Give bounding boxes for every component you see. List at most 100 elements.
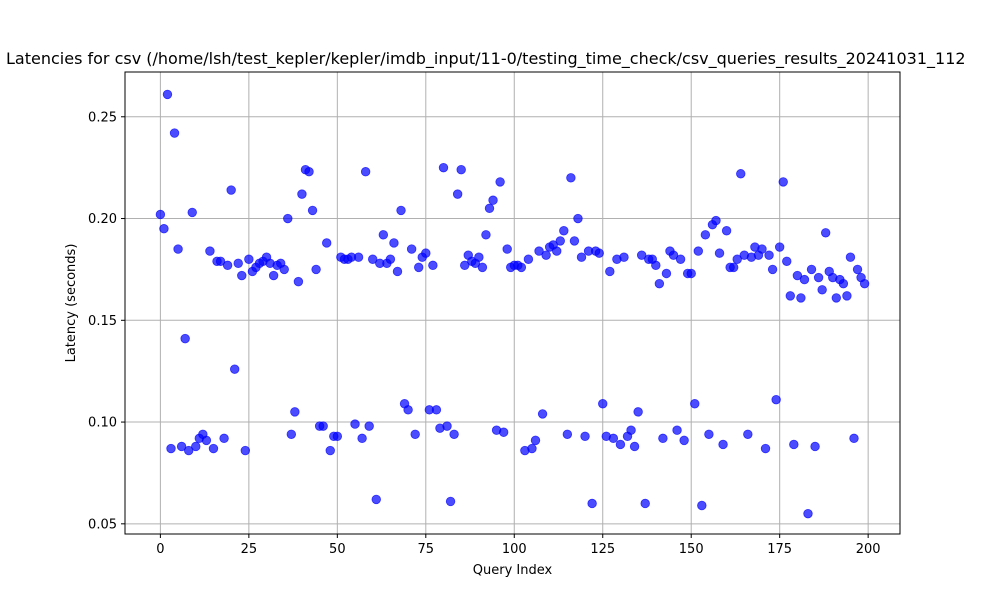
data-point bbox=[442, 421, 452, 431]
data-point bbox=[686, 268, 696, 279]
data-point bbox=[201, 435, 212, 446]
y-tick-label: 0.15 bbox=[88, 314, 117, 329]
data-point bbox=[297, 189, 307, 199]
data-point bbox=[806, 264, 817, 275]
data-point bbox=[481, 230, 491, 240]
data-point bbox=[760, 443, 771, 454]
data-point bbox=[325, 445, 335, 456]
data-point bbox=[428, 260, 438, 271]
data-point bbox=[704, 429, 714, 439]
data-point bbox=[268, 270, 279, 281]
data-point bbox=[322, 238, 332, 248]
data-point bbox=[785, 291, 795, 301]
data-point bbox=[728, 262, 739, 273]
axis-ticks: 0 25 50 75 100 125 150 175 200 0.05 0.10 0.15 0.20 0.… bbox=[88, 110, 881, 557]
data-point bbox=[360, 167, 371, 177]
data-point bbox=[502, 244, 512, 254]
data-point bbox=[757, 244, 767, 254]
data-point bbox=[230, 364, 240, 374]
y-axis-label: Latency (seconds) bbox=[64, 244, 79, 363]
data-point bbox=[460, 260, 470, 271]
data-point bbox=[675, 254, 686, 264]
x-tick-label: 125 bbox=[590, 542, 615, 557]
data-point bbox=[378, 230, 389, 240]
y-tick-label: 0.20 bbox=[88, 212, 117, 227]
data-point bbox=[838, 278, 849, 289]
data-point bbox=[690, 399, 700, 409]
x-axis-label: Query Index bbox=[473, 563, 553, 578]
data-point bbox=[240, 445, 251, 456]
data-point bbox=[619, 252, 629, 262]
data-point bbox=[290, 407, 300, 417]
data-point bbox=[576, 252, 587, 262]
data-point bbox=[629, 441, 640, 452]
data-point bbox=[598, 399, 608, 409]
data-point bbox=[789, 439, 799, 450]
data-point bbox=[668, 250, 679, 260]
data-point bbox=[166, 443, 176, 454]
data-point bbox=[615, 439, 626, 450]
x-tick-label: 75 bbox=[418, 542, 435, 557]
data-point bbox=[516, 262, 527, 273]
data-point bbox=[244, 254, 254, 264]
data-point bbox=[721, 226, 732, 236]
data-point bbox=[672, 425, 682, 435]
data-point bbox=[438, 162, 449, 173]
data-point bbox=[371, 494, 381, 505]
data-point bbox=[208, 443, 219, 454]
data-point bbox=[353, 252, 364, 262]
data-point bbox=[537, 409, 548, 419]
data-point bbox=[279, 264, 289, 275]
data-point bbox=[534, 246, 544, 256]
data-point bbox=[711, 215, 721, 226]
x-tick-label: 150 bbox=[679, 542, 704, 557]
data-point bbox=[173, 244, 183, 254]
data-point bbox=[845, 252, 856, 262]
x-tick-label: 175 bbox=[767, 542, 792, 557]
data-point bbox=[456, 164, 466, 175]
data-point bbox=[778, 177, 788, 187]
data-point bbox=[350, 419, 360, 429]
data-point bbox=[406, 244, 417, 254]
data-point bbox=[237, 270, 247, 281]
data-point bbox=[852, 264, 863, 275]
data-point bbox=[732, 254, 742, 264]
x-tick-label: 0 bbox=[156, 542, 164, 557]
data-point bbox=[233, 258, 243, 269]
data-point bbox=[403, 405, 413, 415]
data-point bbox=[318, 421, 328, 431]
data-point bbox=[736, 169, 746, 179]
y-tick-label: 0.25 bbox=[88, 110, 117, 125]
data-point bbox=[633, 407, 643, 417]
grid-lines bbox=[125, 72, 900, 534]
plot-frame bbox=[124, 71, 901, 535]
data-point bbox=[283, 213, 293, 224]
x-tick-label: 25 bbox=[241, 542, 258, 557]
data-point bbox=[389, 238, 399, 248]
chart-title: Latencies for csv (/home/lsh/test_kepler… bbox=[6, 49, 966, 69]
data-point bbox=[159, 224, 169, 234]
data-point bbox=[626, 425, 636, 435]
data-point bbox=[782, 256, 792, 266]
data-point bbox=[559, 226, 569, 236]
data-point bbox=[474, 252, 484, 262]
y-tick-label: 0.05 bbox=[88, 517, 117, 532]
data-point bbox=[569, 236, 580, 246]
data-point bbox=[392, 266, 403, 277]
data-point bbox=[651, 260, 661, 271]
data-point bbox=[307, 205, 318, 216]
data-point bbox=[484, 203, 495, 214]
data-point bbox=[368, 254, 378, 264]
data-point bbox=[552, 246, 562, 256]
data-point bbox=[555, 236, 565, 246]
data-point bbox=[523, 254, 534, 264]
data-point bbox=[332, 431, 343, 442]
data-point bbox=[205, 246, 215, 256]
data-point bbox=[219, 433, 229, 444]
data-point bbox=[410, 429, 420, 439]
data-point bbox=[764, 250, 774, 260]
data-point bbox=[169, 128, 180, 138]
data-point bbox=[445, 496, 456, 507]
data-point bbox=[594, 248, 604, 258]
